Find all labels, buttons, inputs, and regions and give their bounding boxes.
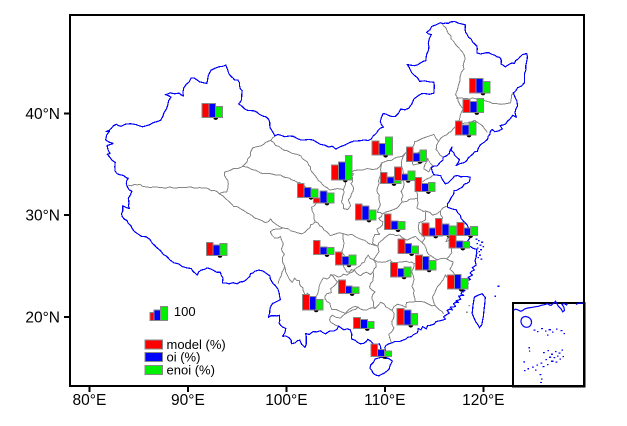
svg-text:enoi (%): enoi (%) — [167, 362, 215, 377]
svg-text:oi (%): oi (%) — [167, 349, 201, 364]
svg-text:120°E: 120°E — [462, 392, 504, 409]
svg-text:model (%): model (%) — [167, 337, 226, 352]
svg-text:30°N: 30°N — [25, 208, 60, 225]
svg-text:100°E: 100°E — [265, 392, 307, 409]
svg-text:100: 100 — [174, 304, 196, 319]
svg-text:110°E: 110°E — [364, 392, 405, 409]
svg-text:90°E: 90°E — [171, 392, 205, 409]
svg-text:20°N: 20°N — [25, 310, 60, 327]
svg-text:40°N: 40°N — [25, 106, 60, 123]
svg-text:80°E: 80°E — [73, 392, 107, 409]
